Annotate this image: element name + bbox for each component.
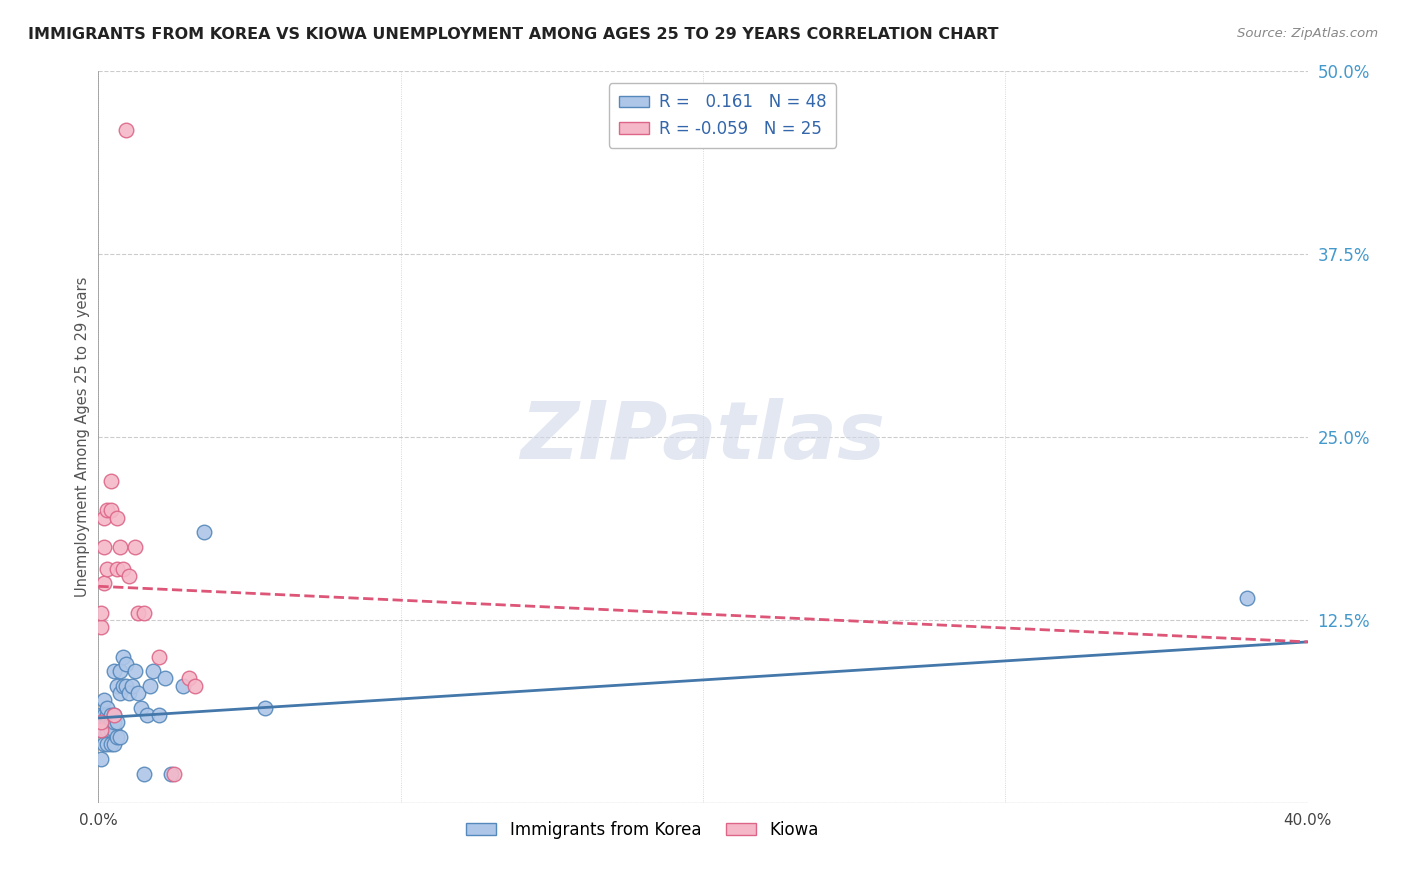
Point: [105, 715, 128, 730]
Point: [108, 540, 131, 554]
Point: [124, 664, 146, 678]
Point: [103, 664, 125, 678]
Text: IMMIGRANTS FROM KOREA VS KIOWA UNEMPLOYMENT AMONG AGES 25 TO 29 YEARS CORRELATIO: IMMIGRANTS FROM KOREA VS KIOWA UNEMPLOYM…: [28, 27, 998, 42]
Point: [96, 562, 118, 576]
Point: [96, 723, 118, 737]
Point: [93, 540, 115, 554]
Point: [111, 679, 134, 693]
Point: [132, 606, 155, 620]
Point: [103, 715, 125, 730]
Point: [184, 679, 207, 693]
Point: [96, 700, 118, 714]
Point: [127, 606, 149, 620]
Point: [90, 708, 112, 723]
Point: [118, 569, 141, 583]
Point: [127, 686, 149, 700]
Point: [148, 708, 170, 723]
Point: [90, 620, 112, 634]
Point: [108, 730, 131, 744]
Point: [114, 657, 136, 671]
Point: [100, 474, 122, 488]
Point: [90, 723, 112, 737]
Point: [129, 700, 152, 714]
Point: [103, 708, 125, 723]
Point: [93, 723, 115, 737]
Text: ZIPatlas: ZIPatlas: [520, 398, 886, 476]
Point: [103, 737, 125, 751]
Point: [142, 664, 165, 678]
Point: [100, 503, 122, 517]
Point: [100, 723, 122, 737]
Point: [93, 693, 115, 707]
Point: [90, 606, 112, 620]
Point: [118, 686, 141, 700]
Point: [96, 737, 118, 751]
Point: [139, 679, 162, 693]
Point: [93, 715, 115, 730]
Point: [105, 510, 128, 524]
Point: [124, 540, 146, 554]
Point: [96, 715, 118, 730]
Point: [108, 686, 131, 700]
Point: [105, 730, 128, 744]
Point: [96, 503, 118, 517]
Point: [172, 679, 194, 693]
Point: [153, 672, 176, 686]
Point: [108, 664, 131, 678]
Point: [93, 510, 115, 524]
Point: [135, 708, 157, 723]
Point: [100, 737, 122, 751]
Point: [105, 562, 128, 576]
Point: [90, 715, 112, 730]
Point: [1236, 591, 1258, 605]
Point: [93, 576, 115, 591]
Point: [114, 123, 136, 137]
Point: [179, 672, 201, 686]
Point: [132, 766, 155, 780]
Point: [114, 679, 136, 693]
Point: [253, 700, 276, 714]
Point: [93, 708, 115, 723]
Point: [100, 708, 122, 723]
Legend: Immigrants from Korea, Kiowa: Immigrants from Korea, Kiowa: [460, 814, 825, 846]
Point: [193, 525, 215, 540]
Point: [103, 723, 125, 737]
Point: [103, 708, 125, 723]
Point: [121, 679, 143, 693]
Text: Source: ZipAtlas.com: Source: ZipAtlas.com: [1237, 27, 1378, 40]
Point: [93, 737, 115, 751]
Point: [163, 766, 186, 780]
Point: [160, 766, 183, 780]
Point: [100, 715, 122, 730]
Point: [90, 723, 112, 737]
Y-axis label: Unemployment Among Ages 25 to 29 years: Unemployment Among Ages 25 to 29 years: [75, 277, 90, 598]
Point: [90, 752, 112, 766]
Point: [96, 708, 118, 723]
Point: [105, 679, 128, 693]
Point: [111, 562, 134, 576]
Point: [111, 649, 134, 664]
Point: [148, 649, 170, 664]
